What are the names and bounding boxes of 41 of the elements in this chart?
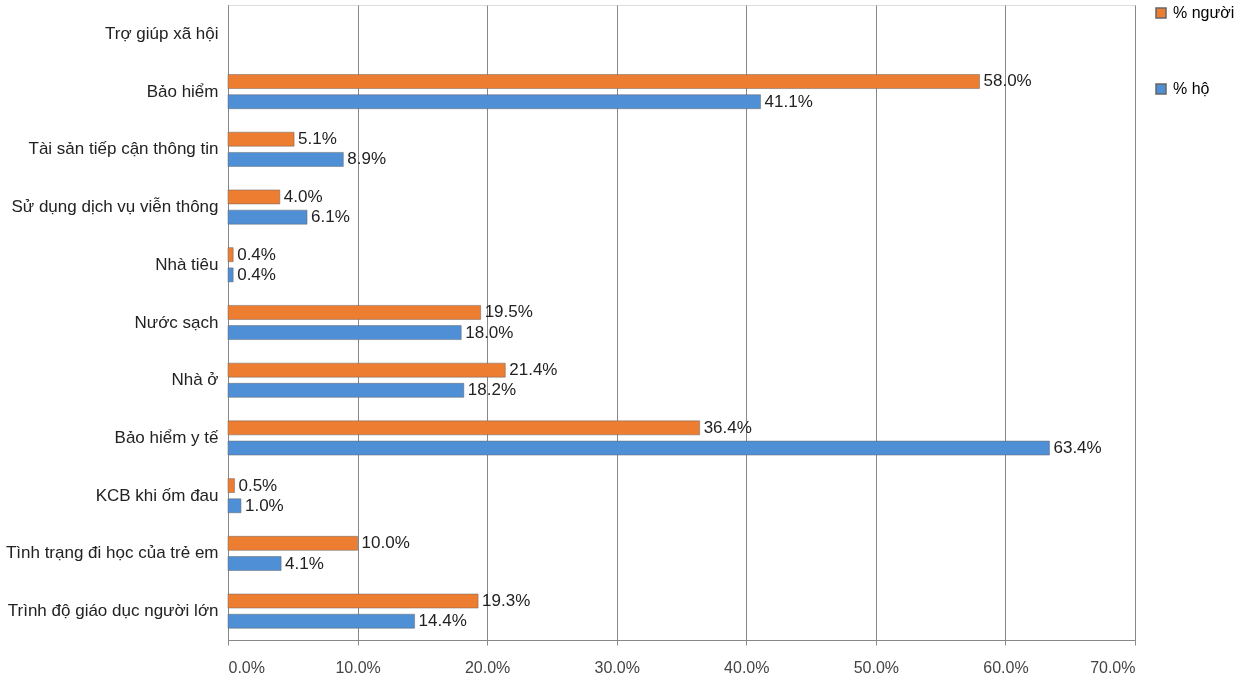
legend-label: % người [1173, 4, 1235, 21]
data-label: 5.1% [298, 129, 337, 149]
data-label: 19.3% [482, 591, 531, 611]
y-tick-label: Trình độ giáo dục người lớn [7, 601, 219, 621]
data-label: 63.4% [1053, 438, 1102, 458]
y-tick-label: KCB khi ốm đau [95, 485, 219, 505]
x-tick-label: 10.0% [335, 658, 381, 676]
data-label: 21.4% [509, 360, 558, 380]
data-label: 0.5% [238, 475, 278, 495]
x-tick-label: 20.0% [464, 658, 511, 676]
y-tick-label: Nhà ở [171, 370, 219, 390]
data-label: 18.2% [467, 380, 517, 400]
data-label: 4.0% [283, 186, 323, 206]
data-label: 14.4% [418, 611, 467, 631]
data-label: 18.0% [465, 322, 514, 342]
x-tick-label: 40.0% [724, 658, 770, 676]
x-tick-label: 30.0% [594, 658, 640, 676]
x-tick-label: 60.0% [983, 658, 1029, 676]
x-tick-label: 0.0% [228, 658, 265, 676]
y-tick-label: Nhà tiêu [155, 254, 219, 274]
data-label: 1.0% [244, 495, 284, 515]
data-label: 58.0% [983, 71, 1032, 91]
x-tick-label: 50.0% [853, 658, 900, 676]
data-label: 10.0% [361, 533, 410, 553]
legend-label: % hộ [1173, 80, 1210, 97]
data-label: 4.1% [285, 553, 324, 573]
y-tick-label: Tài sản tiếp cận thông tin [28, 139, 219, 159]
data-label: 6.1% [311, 207, 350, 227]
y-tick-label: Trợ giúp xã hội [104, 23, 219, 43]
data-label: 41.1% [764, 91, 813, 111]
data-label: 0.4% [237, 264, 276, 284]
data-label: 8.9% [347, 149, 387, 169]
y-tick-label: Bảo hiểm y tế [114, 427, 220, 447]
data-label: 36.4% [703, 417, 752, 437]
y-tick-label: Bảo hiểm [146, 81, 219, 101]
x-tick-label: 70.0% [1090, 658, 1136, 676]
y-tick-label: Tình trạng đi học của trẻ em [5, 543, 219, 563]
data-label: 19.5% [484, 302, 533, 322]
y-tick-label: Nước sạch [134, 312, 219, 332]
y-tick-label: Sử dụng dịch vụ viễn thông [11, 197, 219, 217]
data-label: 0.4% [237, 244, 276, 264]
